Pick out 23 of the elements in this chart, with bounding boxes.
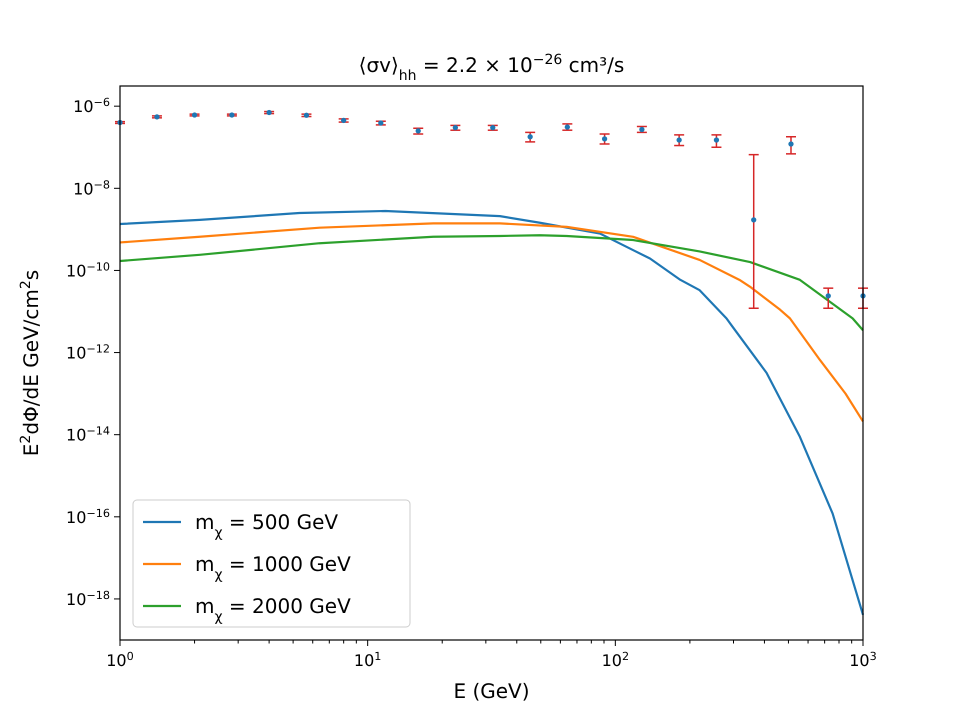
y-tick-label: 10$^{−16}$ [66, 506, 110, 527]
x-tick-label: 10$^{2}$ [602, 650, 630, 670]
legend-label: m$_{χ}$ = 2000 GeV [195, 594, 352, 625]
x-tick-label: 10$^{3}$ [849, 650, 877, 670]
x-tick-label: 10$^{0}$ [106, 650, 134, 670]
legend-label: m$_{χ}$ = 500 GeV [195, 510, 338, 541]
y-tick-label: 10$^{−8}$ [73, 178, 110, 198]
y-tick-label: 10$^{−14}$ [66, 424, 110, 445]
chart-title: ⟨σv⟩$_{hh}$ = 2.2 × 10$^{−26}$ cm³/s [358, 52, 624, 84]
point [676, 137, 682, 143]
point [751, 217, 756, 223]
legend-label: m$_{χ}$ = 1000 GeV [195, 552, 352, 583]
point [826, 293, 831, 299]
y-tick-label: 10$^{−18}$ [66, 588, 110, 609]
y-tick-label: 10$^{−12}$ [66, 342, 110, 363]
point [788, 141, 794, 147]
point [528, 134, 533, 140]
y-tick-label: 10$^{−6}$ [73, 96, 110, 116]
point [602, 136, 608, 142]
x-tick-label: 10$^{1}$ [354, 650, 382, 670]
point [714, 137, 720, 143]
x-axis-title: E (GeV) [453, 679, 530, 703]
y-tick-label: 10$^{−10}$ [66, 260, 110, 280]
